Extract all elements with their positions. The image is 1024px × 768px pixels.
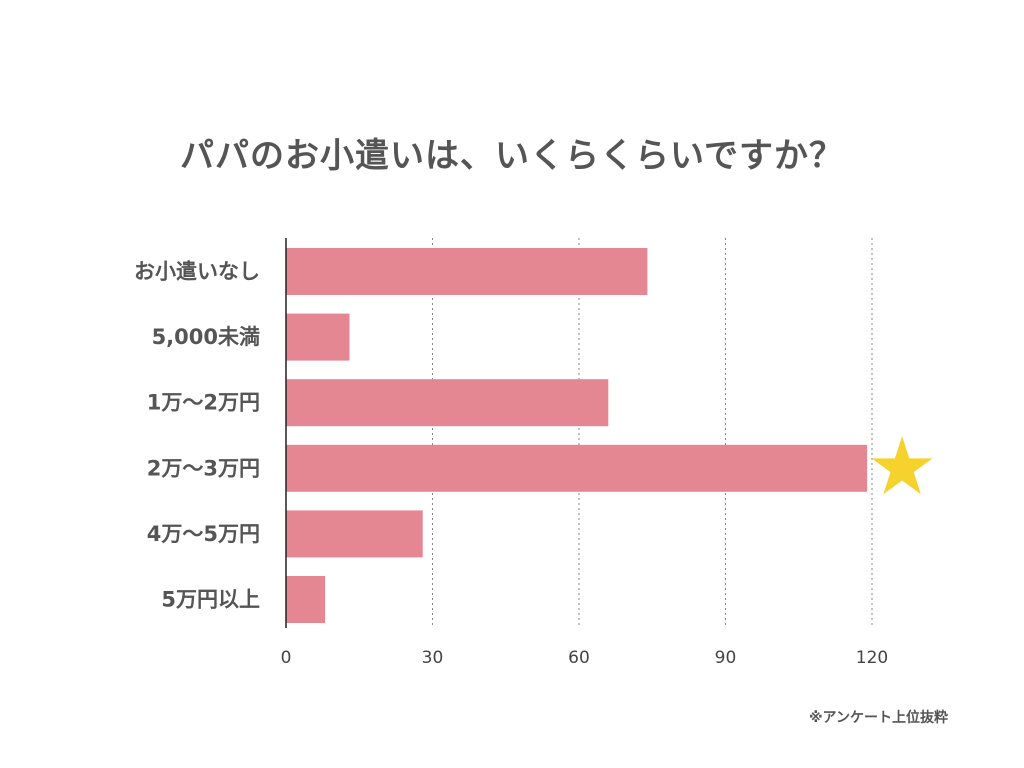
chart-title: パパのお小遣いは、いくらくらいですか？: [180, 136, 844, 176]
x-tick-label: 60: [568, 648, 590, 668]
bar: [286, 379, 609, 427]
category-labels: お小遣いなし 5,000未満 1万〜2万円 2万〜3万円 4万〜5万円 5万円以上: [134, 260, 260, 612]
star-icon: [871, 436, 933, 495]
bar: [286, 576, 326, 623]
category-label: 4万〜5万円: [147, 522, 260, 546]
bar: [286, 313, 350, 361]
category-label: 1万〜2万円: [147, 391, 260, 415]
bar-chart: お小遣いなし 5,000未満 1万〜2万円 2万〜3万円 4万〜5万円 5万円以上 0 30…: [134, 238, 933, 668]
category-label: 2万〜3万円: [147, 456, 260, 480]
x-tick-label: 30: [422, 648, 444, 668]
x-tick-labels: 0 30 60 90 120: [281, 648, 889, 668]
x-tick-label: 90: [715, 648, 737, 668]
bar: [286, 510, 423, 558]
grid-lines: [432, 238, 873, 628]
bar: [286, 444, 868, 492]
bar: [286, 248, 648, 295]
category-label: 5,000未満: [152, 325, 260, 349]
category-label: お小遣いなし: [134, 260, 260, 284]
x-tick-label: 120: [856, 648, 888, 668]
footnote: ※アンケート上位抜粋: [808, 710, 948, 726]
category-label: 5万円以上: [161, 588, 260, 612]
bars: [286, 248, 868, 623]
x-tick-label: 0: [281, 648, 292, 668]
